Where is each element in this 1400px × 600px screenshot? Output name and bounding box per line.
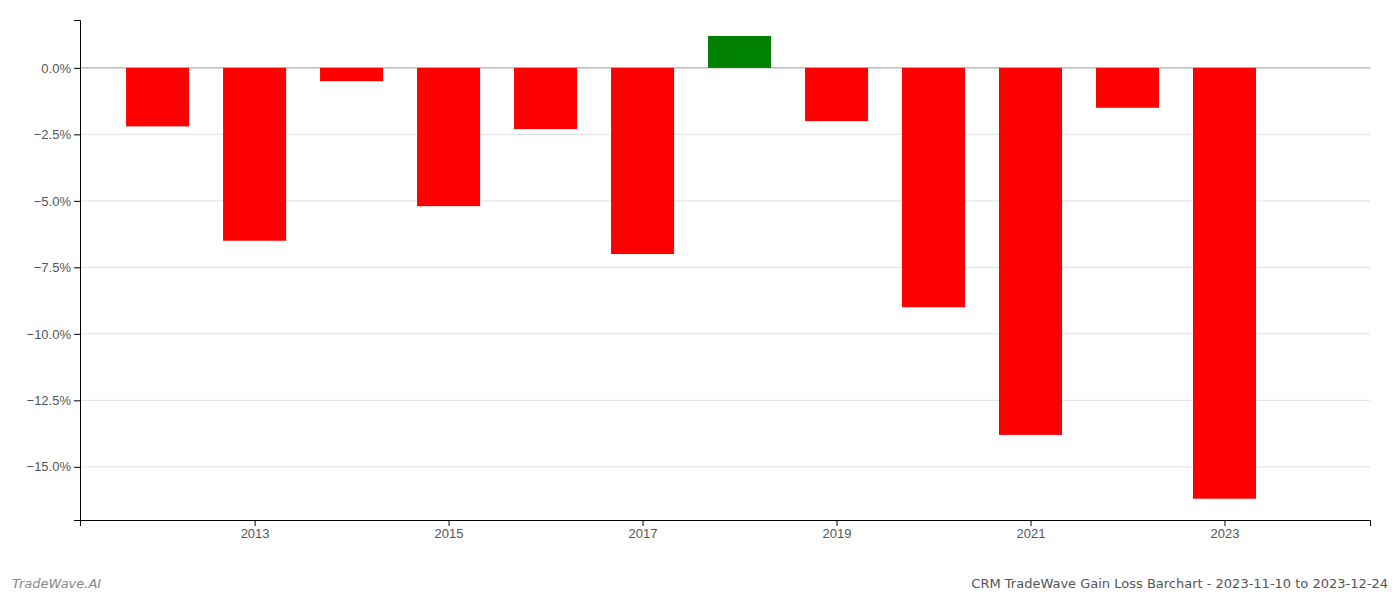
bar bbox=[223, 68, 286, 241]
y-tick-mark bbox=[74, 334, 80, 335]
bars bbox=[126, 36, 1256, 499]
x-tick: 2015 bbox=[435, 520, 464, 541]
y-tick: −10.0% bbox=[27, 326, 80, 341]
grid-line bbox=[80, 400, 1370, 401]
x-tick: 2013 bbox=[241, 520, 270, 541]
x-tick: 2019 bbox=[823, 520, 852, 541]
y-tick: −15.0% bbox=[27, 459, 80, 474]
y-tick: 0.0% bbox=[41, 61, 80, 76]
grid-line bbox=[80, 333, 1370, 334]
y-tick-mark bbox=[74, 467, 80, 468]
x-tick-label: 2013 bbox=[241, 526, 270, 541]
y-axis: 0.0% −2.5% −5.0% −7.5% −10.0% −12.5% −15.0% bbox=[27, 21, 81, 521]
y-tick-mark bbox=[74, 400, 80, 401]
y-tick: −2.5% bbox=[34, 127, 80, 142]
y-tick: −5.0% bbox=[34, 194, 80, 209]
x-tick: 2023 bbox=[1211, 520, 1240, 541]
y-tick-mark bbox=[74, 134, 80, 135]
x-tick-label: 2021 bbox=[1017, 526, 1046, 541]
y-tick-label: −7.5% bbox=[34, 260, 72, 275]
bar bbox=[902, 68, 965, 307]
x-tick-label: 2019 bbox=[823, 526, 852, 541]
grid-line bbox=[80, 267, 1370, 268]
x-axis: 2013 2015 2017 2019 2021 2023 bbox=[81, 520, 1371, 541]
y-tick-mark bbox=[74, 201, 80, 202]
x-tick-mark bbox=[837, 520, 838, 526]
x-axis-line bbox=[81, 521, 1371, 527]
y-tick-mark bbox=[74, 267, 80, 268]
plot: 0.0% −2.5% −5.0% −7.5% −10.0% −12.5% −15.0% 201… bbox=[27, 21, 1371, 542]
x-tick-mark bbox=[1225, 520, 1226, 526]
y-tick-mark bbox=[74, 68, 80, 69]
bar bbox=[320, 68, 383, 81]
chart: 0.0% −2.5% −5.0% −7.5% −10.0% −12.5% −15.0% 201… bbox=[0, 0, 1400, 600]
grid bbox=[80, 68, 1370, 467]
x-tick: 2017 bbox=[629, 520, 658, 541]
y-tick-label: 0.0% bbox=[41, 61, 71, 76]
y-tick-label: −12.5% bbox=[27, 393, 72, 408]
y-tick: −12.5% bbox=[27, 393, 80, 408]
y-tick-label: −2.5% bbox=[34, 127, 72, 142]
x-tick-label: 2017 bbox=[629, 526, 658, 541]
bar bbox=[126, 68, 189, 127]
x-tick-label: 2023 bbox=[1211, 526, 1240, 541]
y-tick-label: −5.0% bbox=[34, 194, 72, 209]
bar bbox=[1193, 68, 1256, 499]
grid-line bbox=[80, 466, 1370, 467]
y-axis-line bbox=[74, 21, 81, 521]
bar bbox=[1096, 68, 1159, 108]
bar bbox=[999, 68, 1062, 435]
bar bbox=[514, 68, 577, 129]
y-tick: −7.5% bbox=[34, 260, 80, 275]
x-tick-mark bbox=[643, 520, 644, 526]
bar bbox=[417, 68, 480, 206]
watermark: TradeWave.AI bbox=[12, 576, 101, 591]
x-tick-mark bbox=[1031, 520, 1032, 526]
bar bbox=[708, 36, 771, 68]
y-tick-label: −15.0% bbox=[27, 459, 72, 474]
x-tick: 2021 bbox=[1017, 520, 1046, 541]
x-tick-label: 2015 bbox=[435, 526, 464, 541]
x-tick-mark bbox=[255, 520, 256, 526]
y-tick-label: −10.0% bbox=[27, 326, 72, 341]
bar bbox=[805, 68, 868, 121]
x-tick-mark bbox=[449, 520, 450, 526]
bar bbox=[611, 68, 674, 254]
title: CRM TradeWave Gain Loss Barchart - 2023-… bbox=[971, 576, 1388, 591]
